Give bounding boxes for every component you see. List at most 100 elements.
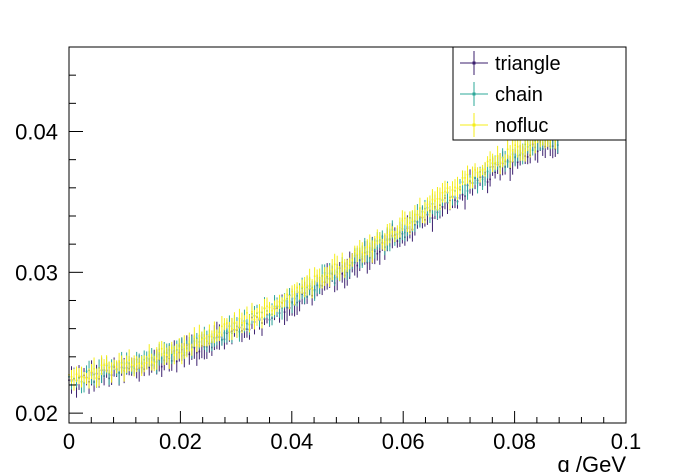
data-point — [155, 357, 158, 360]
data-point — [444, 190, 446, 193]
data-point — [293, 293, 296, 296]
data-point — [371, 250, 374, 253]
data-point — [301, 285, 303, 288]
data-point — [486, 181, 489, 183]
data-point — [356, 253, 359, 255]
data-point — [80, 376, 83, 378]
data-point — [238, 317, 241, 320]
data-point — [253, 318, 256, 321]
data-point — [298, 291, 301, 294]
data-point — [188, 353, 191, 356]
data-point — [163, 353, 166, 356]
data-point — [484, 168, 486, 171]
data-point — [521, 151, 524, 154]
data-point — [461, 193, 464, 196]
data-point — [246, 312, 248, 314]
data-point — [103, 364, 105, 366]
data-point — [135, 363, 138, 365]
data-point — [396, 240, 399, 242]
data-point — [399, 226, 401, 229]
data-point — [248, 322, 251, 325]
data-point — [499, 162, 501, 165]
data-point — [476, 182, 479, 184]
data-point — [481, 169, 484, 171]
data-point — [469, 182, 471, 185]
data-point — [85, 370, 88, 373]
data-point — [456, 187, 459, 190]
legend-label: triangle — [495, 53, 561, 75]
data-point — [386, 233, 389, 236]
data-point — [308, 278, 311, 280]
data-point — [366, 246, 369, 248]
data-point — [419, 207, 421, 209]
x-axis-title: q /GeV — [558, 452, 627, 472]
data-point — [258, 311, 261, 314]
data-point — [379, 237, 381, 239]
data-point — [228, 330, 231, 333]
legend: triangle chain nofluc — [452, 46, 627, 141]
data-point — [348, 268, 351, 271]
data-point — [389, 232, 391, 234]
data-point — [83, 376, 85, 379]
data-point — [233, 321, 236, 324]
data-point — [454, 199, 456, 201]
data-point — [243, 322, 246, 324]
data-point — [140, 365, 143, 367]
data-point — [549, 140, 552, 143]
data-point — [231, 328, 233, 330]
data-point — [466, 190, 469, 192]
data-point — [276, 304, 278, 307]
data-point — [421, 215, 424, 218]
data-point — [291, 302, 293, 305]
data-point — [256, 315, 258, 318]
data-point — [78, 375, 80, 377]
data-point — [98, 375, 100, 378]
data-point — [133, 365, 135, 367]
data-point — [524, 149, 526, 152]
data-point — [100, 364, 103, 366]
data-point — [306, 284, 308, 287]
data-point — [130, 363, 133, 366]
legend-marker — [472, 123, 476, 127]
data-point — [331, 268, 333, 271]
data-point — [376, 236, 379, 238]
data-point — [361, 251, 364, 254]
data-point — [160, 347, 163, 350]
data-point — [436, 198, 439, 200]
data-point — [70, 375, 73, 378]
data-point — [439, 198, 441, 200]
data-point — [504, 158, 506, 161]
x-tick-label: 0 — [63, 429, 75, 454]
data-point — [474, 177, 476, 179]
data-point — [296, 295, 298, 297]
data-point — [196, 344, 198, 347]
data-point — [481, 178, 484, 181]
data-point — [449, 196, 451, 199]
data-point — [328, 275, 331, 277]
data-point — [441, 206, 444, 208]
data-point — [381, 243, 384, 246]
legend-entry-nofluc: nofluc — [460, 113, 548, 137]
data-point — [454, 186, 456, 189]
data-point — [211, 335, 213, 338]
data-point — [351, 259, 354, 261]
data-point — [346, 265, 349, 267]
data-point — [391, 231, 394, 233]
data-point — [509, 167, 511, 170]
data-point — [321, 280, 323, 283]
data-point — [516, 145, 519, 148]
data-point — [336, 265, 338, 268]
data-point — [534, 141, 537, 144]
data-point — [516, 161, 519, 164]
data-point — [223, 332, 226, 334]
data-point — [313, 289, 316, 292]
data-point — [514, 144, 516, 147]
data-point — [464, 177, 466, 179]
data-point — [343, 267, 346, 270]
data-point — [198, 350, 201, 353]
data-point — [501, 161, 504, 163]
data-point — [236, 328, 238, 331]
data-point — [263, 307, 266, 309]
data-point — [514, 156, 516, 158]
